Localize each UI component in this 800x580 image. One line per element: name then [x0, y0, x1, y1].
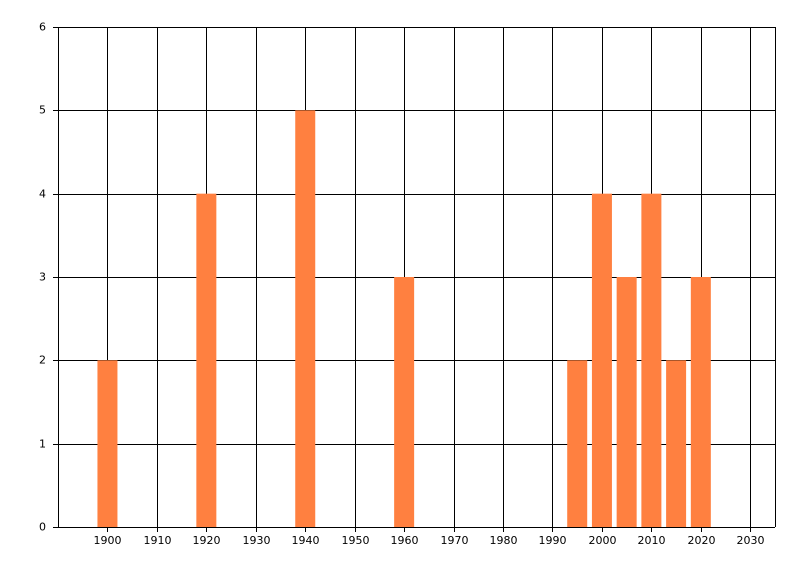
- y-tick-label: 6: [39, 21, 46, 34]
- x-tick-label: 1920: [193, 534, 221, 547]
- x-tick-label: 1990: [539, 534, 567, 547]
- bar: [666, 360, 687, 527]
- bar: [591, 193, 612, 527]
- bar: [690, 277, 711, 527]
- y-tick-label: 2: [39, 354, 46, 367]
- x-tick-label: 2000: [589, 534, 617, 547]
- y-tick-label: 4: [39, 188, 46, 201]
- x-tick-label: 1900: [94, 534, 122, 547]
- bar: [394, 277, 415, 527]
- x-tick-label: 1930: [243, 534, 271, 547]
- x-tick-label: 1940: [292, 534, 320, 547]
- bar: [97, 360, 118, 527]
- bar: [567, 360, 588, 527]
- x-tick-label: 1910: [144, 534, 172, 547]
- y-tick-label: 3: [39, 271, 46, 284]
- bar: [196, 193, 217, 527]
- bar: [641, 193, 662, 527]
- x-tick-label: 1970: [441, 534, 469, 547]
- x-tick-label: 2010: [638, 534, 666, 547]
- x-tick-label: 1960: [391, 534, 419, 547]
- y-tick-label: 5: [39, 104, 46, 117]
- x-tick-label: 2020: [688, 534, 716, 547]
- x-tick-label: 2030: [737, 534, 765, 547]
- bar: [616, 277, 637, 527]
- y-tick-label: 1: [39, 438, 46, 451]
- x-tick-label: 1950: [342, 534, 370, 547]
- bar: [295, 110, 316, 527]
- x-tick-label: 1980: [490, 534, 518, 547]
- y-tick-label: 0: [39, 521, 46, 534]
